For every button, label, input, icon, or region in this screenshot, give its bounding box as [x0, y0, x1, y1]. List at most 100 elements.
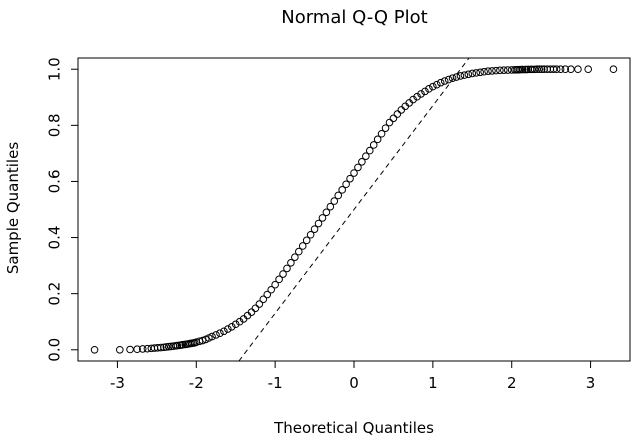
data-point [143, 344, 152, 353]
data-point [369, 141, 378, 149]
data-point [318, 214, 327, 222]
data-point [251, 304, 260, 313]
data-point [358, 158, 366, 166]
data-point [126, 345, 134, 354]
data-point [247, 308, 256, 316]
data-point [417, 90, 425, 98]
reference-line-group [238, 57, 470, 362]
data-point [421, 87, 429, 96]
data-point [518, 65, 527, 74]
data-point [503, 66, 512, 74]
data-point [231, 320, 240, 329]
data-point [429, 82, 437, 91]
reference-line [238, 57, 470, 362]
data-point [133, 345, 141, 354]
data-point [556, 65, 565, 74]
data-point [306, 230, 315, 239]
data-point [342, 180, 350, 189]
data-point [354, 163, 362, 172]
data-point [179, 340, 187, 349]
data-point [291, 253, 299, 261]
data-point [216, 329, 224, 338]
data-point [173, 341, 182, 350]
chart-title: Normal Q-Q Plot [281, 7, 428, 28]
data-point [298, 242, 307, 250]
data-point [377, 129, 386, 138]
data-point [496, 66, 504, 75]
data-point [537, 65, 546, 74]
y-tick-label: 0.0 [45, 338, 63, 362]
data-point [279, 270, 287, 278]
x-axis: -3 -2 -1 0 1 2 3 [110, 360, 595, 392]
data-point [287, 259, 295, 267]
data-point [212, 331, 220, 339]
data-point [330, 197, 339, 205]
data-point [436, 78, 445, 87]
data-point [160, 343, 168, 352]
data-point [425, 85, 433, 93]
data-point [162, 343, 171, 351]
data-point [362, 152, 370, 160]
data-point [115, 345, 124, 354]
data-point [373, 135, 382, 144]
data-point [208, 332, 216, 341]
data-point [322, 208, 331, 217]
data-point [334, 191, 343, 200]
data-point [346, 174, 354, 183]
data-point [138, 345, 147, 353]
data-point [220, 327, 228, 336]
data-point [90, 345, 99, 354]
data-point [584, 65, 593, 74]
data-point [448, 74, 457, 82]
data-point [338, 186, 346, 194]
data-point [460, 71, 469, 79]
data-point [283, 264, 291, 273]
y-tick-label: 1.0 [45, 57, 63, 81]
data-point [350, 169, 358, 177]
data-point [476, 68, 484, 77]
data-point [314, 219, 323, 228]
y-tick-label: 0.2 [45, 282, 63, 306]
data-point [535, 65, 544, 74]
data-point [157, 343, 165, 352]
y-tick-label: 0.4 [45, 226, 63, 250]
x-tick-label: -2 [189, 374, 204, 392]
data-point [500, 66, 508, 75]
data-point [488, 67, 496, 75]
data-point [271, 280, 279, 289]
data-point [198, 336, 207, 345]
data-point [492, 66, 500, 75]
data-point [440, 77, 449, 85]
data-point [381, 124, 390, 132]
data-point [164, 342, 173, 351]
data-point [472, 69, 481, 77]
data-point [255, 300, 264, 308]
data-point [468, 69, 477, 78]
data-point [456, 72, 465, 80]
x-tick-label: 2 [507, 374, 517, 392]
data-point [326, 202, 335, 211]
y-tick-label: 0.6 [45, 170, 63, 194]
data-point [267, 285, 276, 294]
data-point [480, 67, 488, 76]
data-point [385, 118, 394, 127]
x-tick-label: -1 [268, 374, 283, 392]
data-point [574, 65, 582, 74]
data-point [433, 80, 441, 89]
x-tick-label: -3 [110, 374, 125, 392]
data-points-group [90, 65, 618, 354]
data-point [464, 70, 473, 79]
x-axis-label: Theoretical Quantiles [274, 419, 434, 437]
data-point [609, 65, 618, 74]
data-point [227, 322, 236, 331]
data-point [259, 295, 268, 304]
data-point [484, 67, 492, 75]
data-point [295, 247, 303, 256]
x-tick-label: 1 [428, 374, 438, 392]
y-axis: 0.0 0.2 0.4 0.6 0.8 1.0 [45, 57, 79, 362]
data-point [444, 75, 453, 84]
data-point [310, 225, 319, 233]
data-point [561, 65, 570, 74]
data-point [365, 146, 374, 155]
